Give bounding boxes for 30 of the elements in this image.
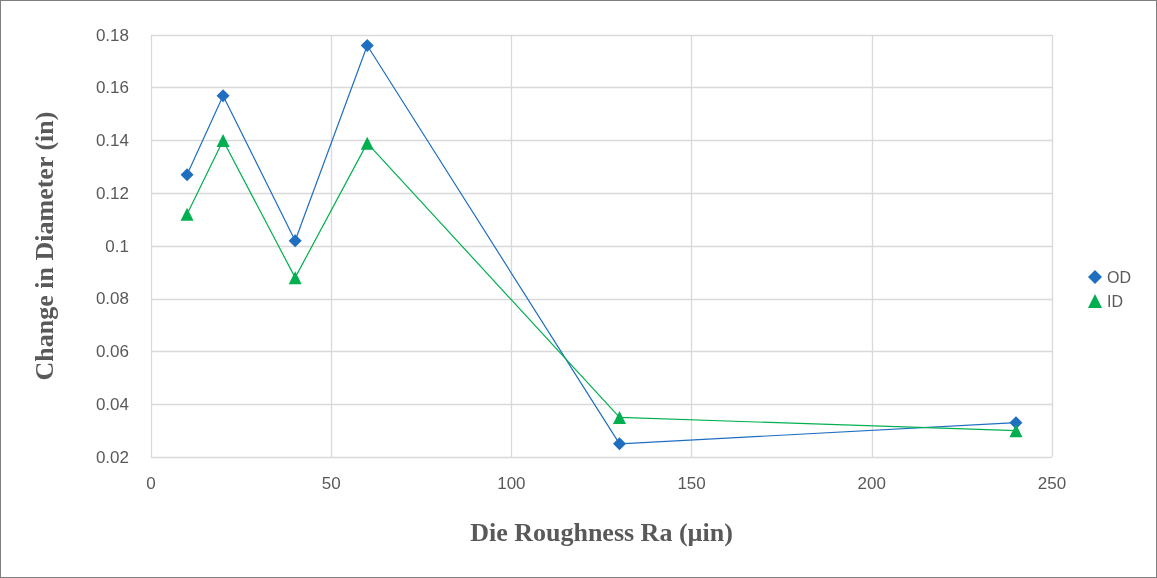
y-tick-label: 0.06 — [95, 342, 129, 361]
y-tick-label: 0.04 — [95, 394, 129, 414]
legend-label: OD — [1107, 268, 1131, 286]
legend-label: ID — [1107, 292, 1123, 310]
y-tick-label: 0.1 — [105, 236, 129, 256]
point — [1009, 424, 1023, 438]
y-tick-label: 0.16 — [95, 78, 129, 98]
point — [360, 136, 374, 150]
x-tick-label: 50 — [321, 474, 341, 493]
point — [180, 168, 194, 182]
y-tick-label: 0.14 — [95, 131, 129, 150]
x-tick-label: 250 — [1037, 474, 1067, 493]
point — [288, 234, 302, 248]
x-axis-title: Die Roughness Ra (µin) — [470, 517, 733, 547]
point — [180, 207, 194, 221]
y-tick-label: 0.08 — [95, 289, 129, 309]
y-axis-title: Change in Diameter (in) — [29, 111, 59, 381]
y-tick-label: 0.12 — [95, 183, 129, 203]
point — [613, 410, 627, 424]
x-tick-label: 200 — [857, 474, 886, 493]
point — [360, 39, 374, 53]
x-tick-label: 150 — [677, 474, 706, 493]
point — [288, 271, 302, 285]
x-tick-label: 100 — [497, 474, 526, 493]
y-tick-label: 0.18 — [95, 25, 129, 45]
point — [216, 89, 230, 103]
point — [216, 134, 230, 147]
x-tick-label: 0 — [146, 474, 156, 493]
y-tick-label: 0.02 — [95, 447, 129, 467]
point — [613, 437, 627, 451]
